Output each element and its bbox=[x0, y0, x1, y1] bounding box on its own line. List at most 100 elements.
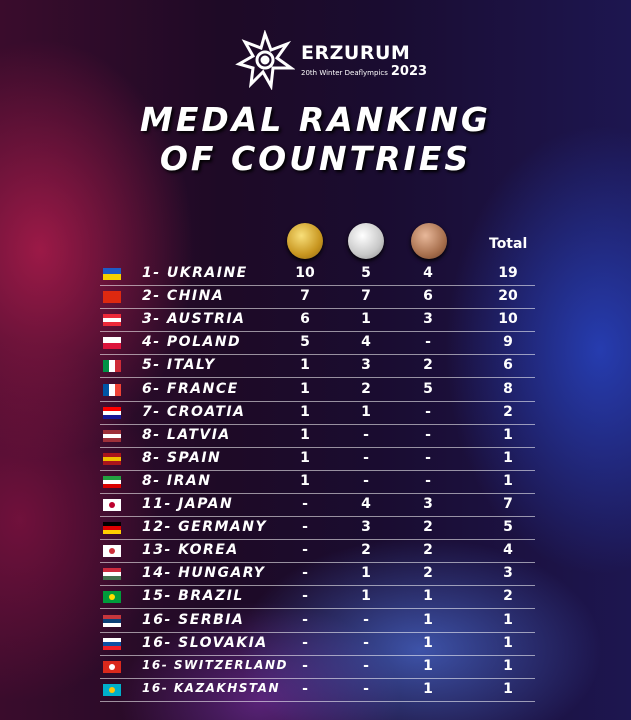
country-name: 16- SERBIA bbox=[142, 611, 245, 628]
gold-count: - bbox=[302, 565, 308, 582]
country-name: 16- SLOVAKIA bbox=[142, 634, 268, 651]
country-name: 7- CROATIA bbox=[142, 403, 246, 420]
silver-count: 1 bbox=[361, 403, 371, 420]
table-row: 8- LATVIA 1 - - 1 bbox=[100, 425, 535, 448]
country-flag-icon bbox=[103, 429, 121, 442]
bronze-count: 2 bbox=[423, 542, 433, 559]
total-count: 1 bbox=[503, 472, 513, 489]
gold-count: - bbox=[302, 611, 308, 628]
table-row: 7- CROATIA 1 1 - 2 bbox=[100, 402, 535, 425]
table-row: 8- IRAN 1 - - 1 bbox=[100, 471, 535, 494]
gold-count: 1 bbox=[300, 449, 310, 466]
table-row: 15- BRAZIL - 1 1 2 bbox=[100, 586, 535, 610]
country-flag-icon bbox=[103, 360, 121, 373]
gold-count: - bbox=[302, 588, 308, 605]
bronze-count: 5 bbox=[423, 380, 433, 397]
gold-count: - bbox=[302, 542, 308, 559]
country-flag-icon bbox=[103, 499, 121, 511]
total-count: 1 bbox=[503, 426, 513, 443]
gold-count: 1 bbox=[300, 357, 310, 374]
bronze-count: 3 bbox=[423, 496, 433, 512]
silver-count: - bbox=[363, 634, 369, 651]
gold-count: - bbox=[302, 519, 308, 536]
country-name: 3- AUSTRIA bbox=[142, 311, 246, 328]
table-row: 13- KOREA - 2 2 4 bbox=[100, 540, 535, 564]
country-name: 2- CHINA bbox=[142, 288, 225, 305]
total-count: 9 bbox=[503, 334, 513, 351]
table-row: 16- SLOVAKIA - - 1 1 bbox=[100, 633, 535, 656]
gold-count: 1 bbox=[300, 380, 310, 397]
total-count: 1 bbox=[503, 680, 513, 697]
bronze-medal-icon bbox=[411, 223, 447, 259]
gold-count: 6 bbox=[300, 311, 310, 328]
country-name: 5- ITALY bbox=[142, 357, 216, 374]
bronze-count: - bbox=[425, 472, 431, 489]
total-count: 19 bbox=[498, 265, 518, 281]
country-flag-icon bbox=[103, 314, 121, 327]
country-flag-icon bbox=[103, 522, 121, 535]
gold-count: 1 bbox=[300, 403, 310, 420]
silver-count: 1 bbox=[361, 565, 371, 582]
table-row: 8- SPAIN 1 - - 1 bbox=[100, 448, 535, 471]
silver-count: - bbox=[363, 426, 369, 443]
country-flag-icon bbox=[103, 568, 121, 581]
table-row: 2- CHINA 7 7 6 20 bbox=[100, 286, 535, 310]
table-row: 16- SERBIA - - 1 1 bbox=[100, 610, 535, 633]
country-name: 16- SWITZERLAND bbox=[142, 657, 288, 672]
country-flag-icon bbox=[103, 637, 121, 650]
country-name: 16- KAZAKHSTAN bbox=[142, 680, 280, 695]
silver-count: 3 bbox=[361, 357, 371, 374]
country-flag-icon bbox=[103, 614, 121, 627]
total-count: 1 bbox=[503, 449, 513, 466]
country-name: 6- FRANCE bbox=[142, 380, 239, 397]
silver-count: 1 bbox=[361, 588, 371, 605]
country-name: 8- IRAN bbox=[142, 472, 212, 489]
table-row: 16- KAZAKHSTAN - - 1 1 bbox=[100, 679, 535, 702]
total-count: 10 bbox=[498, 311, 518, 328]
bronze-count: 2 bbox=[423, 519, 433, 536]
silver-count: - bbox=[363, 611, 369, 628]
silver-count: 5 bbox=[361, 265, 371, 281]
country-flag-icon bbox=[103, 475, 121, 488]
total-count: 3 bbox=[503, 565, 513, 582]
silver-count: - bbox=[363, 449, 369, 466]
total-count: 1 bbox=[503, 634, 513, 651]
total-count: 2 bbox=[503, 588, 513, 605]
country-name: 4- POLAND bbox=[142, 334, 242, 351]
country-flag-icon bbox=[103, 291, 121, 304]
bronze-count: 3 bbox=[423, 311, 433, 328]
country-flag-icon bbox=[103, 406, 121, 419]
country-name: 11- JAPAN bbox=[142, 496, 234, 512]
total-count: 1 bbox=[503, 657, 513, 674]
total-count: 2 bbox=[503, 403, 513, 420]
table-row: 16- SWITZERLAND - -1 1 bbox=[100, 656, 535, 679]
country-flag-icon bbox=[103, 660, 121, 673]
country-flag-icon bbox=[103, 383, 121, 396]
gold-count: 10 bbox=[295, 265, 315, 281]
country-name: 8- LATVIA bbox=[142, 426, 231, 443]
total-header: Total bbox=[489, 236, 528, 252]
gold-count: - bbox=[302, 634, 308, 651]
gold-count: - bbox=[302, 680, 308, 697]
silver-count: 2 bbox=[361, 542, 371, 559]
country-name: 12- GERMANY bbox=[142, 519, 268, 536]
country-name: 1- UKRAINE bbox=[142, 265, 248, 281]
silver-count: 7 bbox=[361, 288, 371, 305]
gold-count: 1 bbox=[300, 472, 310, 489]
silver-count: - bbox=[363, 680, 369, 697]
country-flag-icon bbox=[103, 452, 121, 465]
gold-count: 7 bbox=[300, 288, 310, 305]
logo-year: 2023 bbox=[390, 63, 428, 79]
table-row: 11- JAPAN - 4 3 7 bbox=[100, 494, 535, 517]
total-count: 4 bbox=[503, 542, 513, 559]
silver-count: 4 bbox=[361, 334, 371, 351]
table-row: 4- POLAND 5 4 - 9 bbox=[100, 332, 535, 356]
erzurum-logo: ERZURUM 20th Winter Deaflympics 2023 bbox=[235, 30, 427, 90]
table-row: 1- UKRAINE 10 5 4 19 bbox=[100, 263, 535, 286]
bronze-count: 1 bbox=[423, 680, 433, 697]
country-flag-icon bbox=[103, 545, 121, 558]
total-count: 8 bbox=[503, 380, 513, 397]
bronze-count: 6 bbox=[423, 288, 433, 305]
table-row: 6- FRANCE 1 2 5 8 bbox=[100, 379, 535, 402]
table-row: 3- AUSTRIA 6 1 3 10 bbox=[100, 309, 535, 333]
